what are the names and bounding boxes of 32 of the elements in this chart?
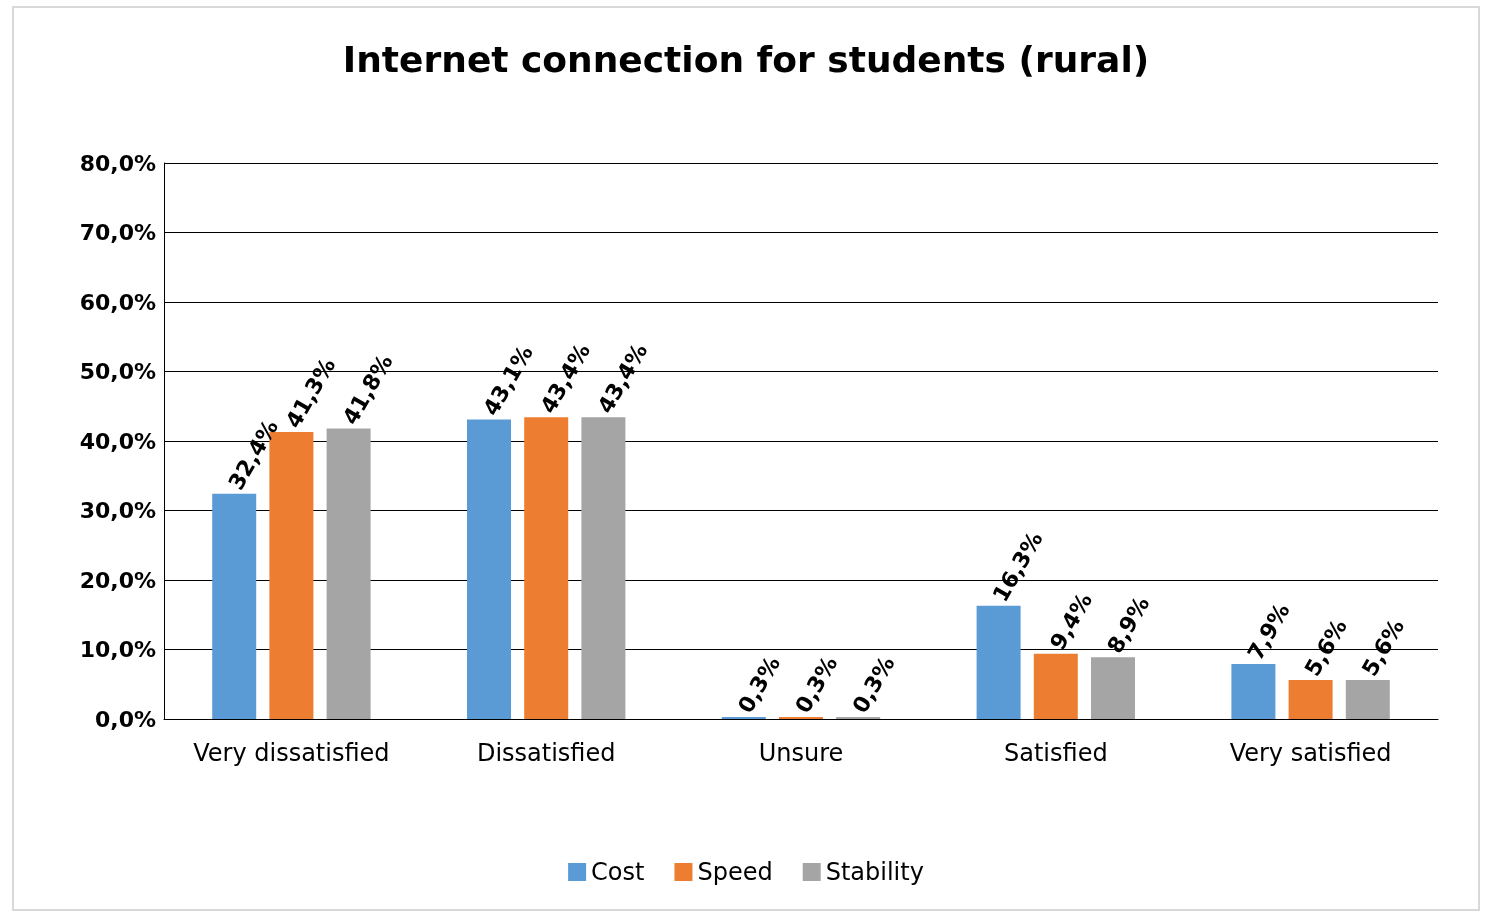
bar	[212, 493, 257, 719]
bar	[1091, 657, 1135, 719]
y-tick-label: 0,0%	[94, 706, 156, 732]
bar	[1288, 680, 1333, 719]
bar	[326, 428, 371, 719]
y-tick-label: 80,0%	[79, 150, 156, 176]
x-tick-label: Very dissatisfied	[193, 739, 390, 767]
bar	[1033, 653, 1078, 719]
legend-label: Stability	[825, 858, 924, 886]
y-tick-label: 50,0%	[79, 359, 156, 384]
x-tick-label: Satisfied	[1003, 739, 1108, 767]
bar	[524, 417, 569, 719]
y-tick-label: 40,0%	[79, 428, 156, 454]
bar	[721, 716, 766, 719]
y-tick-label: 20,0%	[79, 567, 156, 593]
y-tick-label: 10,0%	[79, 637, 156, 662]
bar	[581, 417, 626, 719]
chart-title: Internet connection for students (rural)	[342, 38, 1150, 80]
y-tick-label: 60,0%	[79, 289, 156, 315]
y-tick-label: 30,0%	[79, 498, 156, 523]
x-tick-label: Unsure	[758, 739, 844, 767]
bar	[976, 605, 1021, 719]
bar	[779, 716, 823, 719]
x-tick-label: Dissatisfied	[476, 739, 616, 767]
legend-label: Speed	[697, 858, 773, 886]
x-tick-label: Very satisfied	[1229, 739, 1392, 767]
legend-label: Cost	[591, 858, 645, 886]
bar	[467, 419, 511, 719]
bar	[1345, 680, 1390, 719]
bar	[1231, 664, 1276, 719]
y-tick-label: 70,0%	[79, 220, 156, 245]
bar	[836, 716, 881, 719]
